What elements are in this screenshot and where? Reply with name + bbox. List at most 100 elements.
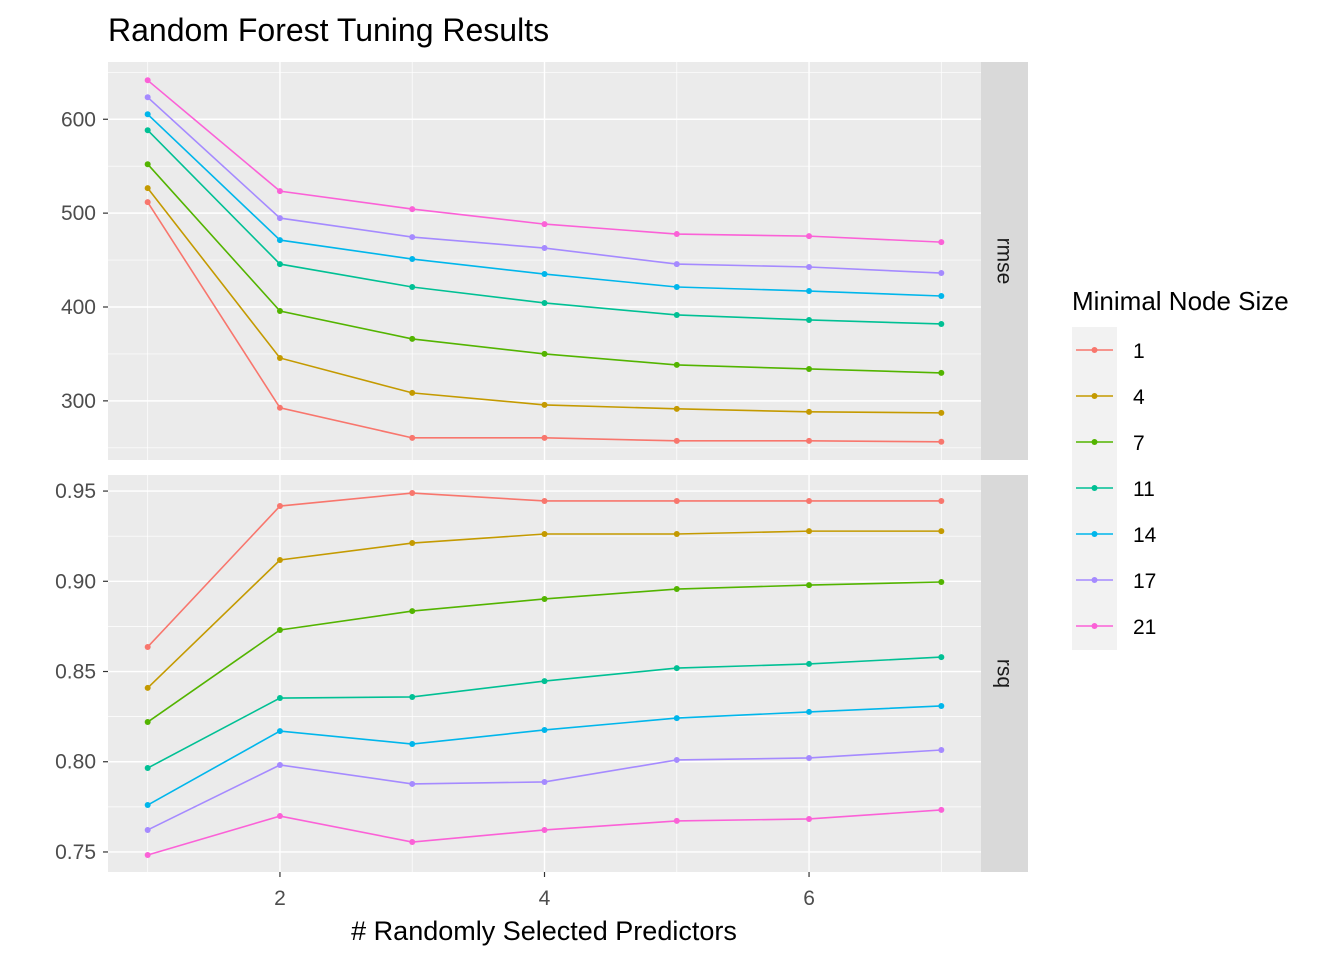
data-point [144, 185, 151, 192]
data-point [938, 320, 945, 327]
data-point [409, 608, 416, 615]
data-point [409, 256, 416, 263]
data-point [673, 405, 680, 412]
series-11 [144, 127, 945, 327]
data-point [409, 234, 416, 241]
data-point [673, 261, 680, 268]
data-point [276, 761, 283, 768]
series-4 [144, 528, 945, 691]
legend-key-point [1091, 485, 1098, 491]
data-point [938, 409, 945, 416]
series-21 [144, 806, 945, 859]
data-point [276, 308, 283, 315]
data-point [409, 780, 416, 787]
x-tick-label: 4 [539, 887, 551, 910]
y-tick-label: 0.80 [55, 751, 96, 774]
data-point [806, 497, 813, 504]
data-point [144, 765, 151, 772]
legend-label: 7 [1133, 432, 1145, 455]
data-point [673, 361, 680, 368]
data-point [144, 111, 151, 118]
data-point [673, 756, 680, 763]
data-point [409, 490, 416, 497]
data-point [541, 245, 548, 252]
facet-strip-label: rsq [993, 659, 1016, 688]
x-tick-label: 2 [274, 887, 286, 910]
data-point [806, 708, 813, 715]
series-14 [144, 702, 945, 809]
facet-strip [981, 475, 1028, 872]
data-point [806, 264, 813, 271]
data-point [409, 284, 416, 291]
legend-key-point [1091, 577, 1098, 583]
y-tick-label: 0.85 [55, 661, 96, 684]
data-point [276, 627, 283, 634]
data-point [409, 839, 416, 846]
legend-key-point [1091, 393, 1098, 399]
y-tick-label: 0.95 [55, 480, 96, 503]
data-point [541, 350, 548, 357]
facet-strip [981, 62, 1028, 460]
data-point [806, 582, 813, 589]
data-point [144, 94, 151, 101]
data-point [938, 747, 945, 754]
series-1 [144, 199, 945, 445]
data-point [541, 595, 548, 602]
legend-label: 11 [1133, 478, 1155, 501]
legend-label: 14 [1133, 524, 1157, 547]
data-point [144, 643, 151, 650]
data-point [938, 579, 945, 586]
data-point [938, 528, 945, 535]
data-point [938, 654, 945, 661]
data-point [144, 199, 151, 206]
series-7 [144, 161, 945, 376]
data-point [806, 408, 813, 415]
y-tick-label: 600 [61, 108, 96, 131]
series-14 [144, 111, 945, 300]
legend-label: 1 [1133, 340, 1145, 363]
data-point [144, 852, 151, 859]
series-17 [144, 747, 945, 833]
data-point [541, 826, 548, 833]
data-point [409, 206, 416, 213]
series-21 [144, 77, 945, 246]
legend-label: 21 [1133, 616, 1156, 639]
y-tick-label: 0.90 [55, 570, 96, 593]
data-point [144, 719, 151, 726]
data-point [806, 316, 813, 323]
series-11 [144, 654, 945, 772]
data-point [541, 778, 548, 785]
x-axis-label: # Randomly Selected Predictors [351, 916, 737, 946]
data-point [541, 531, 548, 538]
legend-key-point [1091, 623, 1098, 629]
panel-rsq: 0.75 0.80 0.85 0.90 0.95 rsq [55, 475, 1028, 872]
data-point [806, 233, 813, 240]
data-point [276, 813, 283, 820]
data-point [938, 369, 945, 376]
data-point [938, 497, 945, 504]
data-point [276, 695, 283, 702]
legend-item-1: 1 [1076, 340, 1145, 363]
data-point [144, 127, 151, 134]
legend-title: Minimal Node Size [1072, 286, 1289, 316]
data-point [541, 678, 548, 685]
data-point [409, 693, 416, 700]
data-point [673, 231, 680, 238]
data-point [541, 271, 548, 278]
data-point [541, 401, 548, 408]
x-tick-label: 6 [803, 887, 815, 910]
legend-item-17: 17 [1076, 570, 1156, 593]
y-tick-label: 0.75 [55, 841, 96, 864]
data-point [673, 284, 680, 291]
data-point [806, 528, 813, 535]
data-point [806, 754, 813, 761]
data-point [806, 660, 813, 667]
data-point [673, 497, 680, 504]
data-point [806, 437, 813, 444]
y-tick-label: 400 [61, 296, 96, 319]
data-point [673, 531, 680, 538]
data-point [276, 215, 283, 222]
data-point [276, 728, 283, 735]
